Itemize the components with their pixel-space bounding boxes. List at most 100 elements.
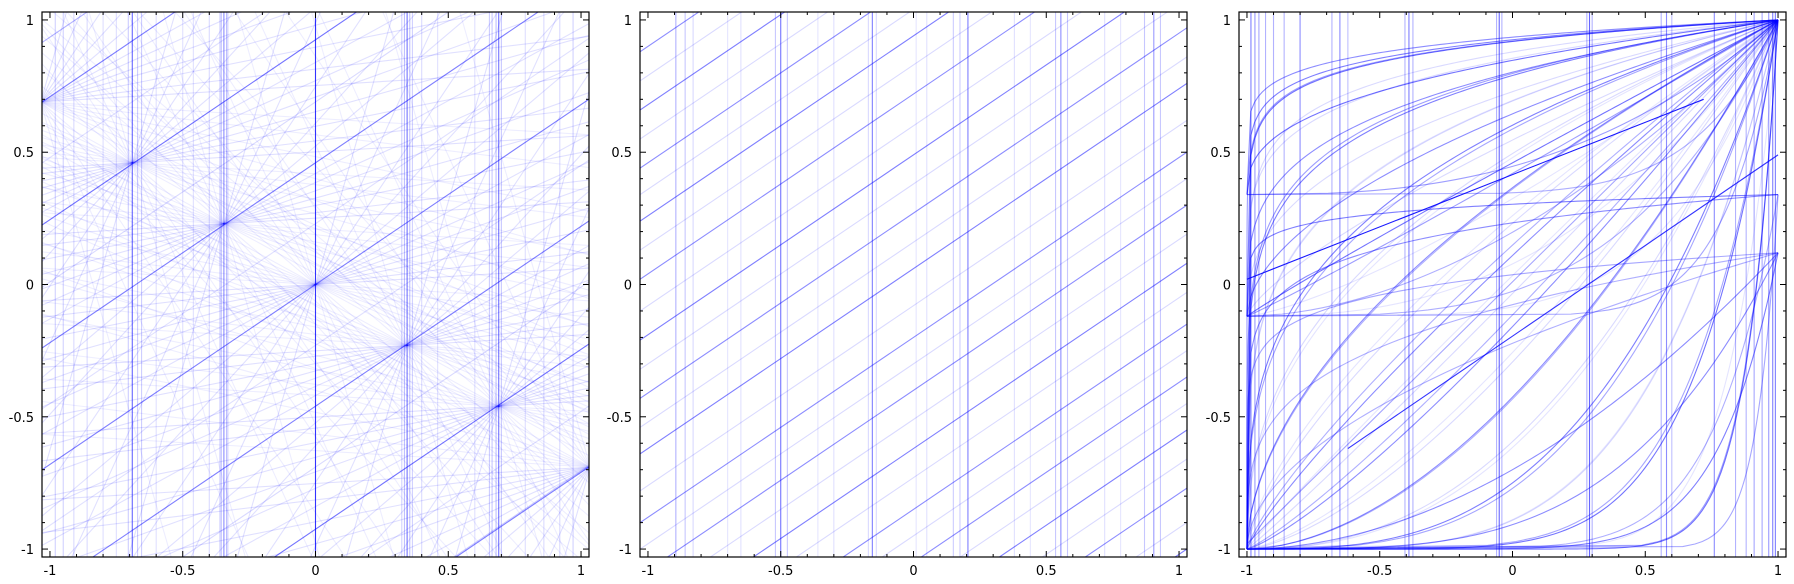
slanted-line [959,402,1187,557]
slanted-line [42,12,176,103]
fan-line [66,12,565,557]
curve-line [1246,19,1779,317]
slanted-line [1041,458,1187,557]
panel-1-marks [42,12,589,557]
fan-line [42,18,589,484]
fan-line [42,134,589,435]
slanted-line [453,465,589,557]
slanted-line [640,12,872,169]
curve-line [1246,19,1779,317]
fan-line [254,12,505,557]
fan-line [319,329,589,557]
slanted-line [640,178,1187,550]
curve-line [1246,19,1779,550]
fan-line [42,380,589,535]
panel-2-y-tick-label: 1 [624,14,632,29]
slanted-line [920,376,1187,557]
panel-2-x-tick-label: 1 [1175,564,1183,579]
panel-2-y-tick-label: -0.5 [607,411,632,426]
fan-line [42,134,589,169]
curve-line [1246,19,1779,550]
slanted-line [881,350,1187,557]
curve-line [1246,19,1779,317]
fan-line [42,121,589,369]
diagonal-line [1347,154,1779,449]
panel-3-marks [1246,12,1779,557]
fan-line [42,378,589,413]
curve-line [1246,19,1779,317]
fan-line [42,308,589,419]
panel-3-y-tick-label: 0.5 [1210,146,1231,161]
fan-line [42,52,589,517]
fan-line [388,467,589,557]
fan-line [42,157,589,356]
fan-line [42,104,249,557]
fan-line [42,23,529,557]
panel-3-x-tick-label: -1 [1240,564,1253,579]
curve-line [1246,19,1779,195]
fan-line [162,12,321,557]
slanted-line [640,82,1187,455]
curve-line [1246,19,1779,550]
curve-line [1246,19,1779,317]
curve-line [1246,19,1779,550]
fan-line [42,102,589,403]
curve-line [1246,19,1779,317]
fan-line [42,103,457,557]
fan-line [42,35,589,103]
panel-3-y-tick-label: -0.5 [1206,411,1231,426]
curve-line [1246,19,1779,317]
fan-line [81,12,448,557]
fan-line [42,12,366,103]
fan-line [42,394,589,462]
curve-line [1246,19,1779,550]
fan-line [156,190,589,557]
fan-line [42,207,589,362]
panel-1-x-tick-label: -0.5 [170,564,195,579]
panel-3-x-tick-label: 1 [1774,564,1782,579]
slanted-line [640,151,1187,524]
fan-line [42,141,589,388]
fan-line [42,245,589,546]
fan-line [42,351,589,418]
curve-line [1246,19,1779,550]
curve-line [1246,19,1779,196]
curve-line [1246,252,1779,550]
fan-line [138,12,589,506]
curve-line [1246,19,1779,550]
fan-line [42,314,589,425]
slanted-line [455,466,589,557]
fan-line [42,207,589,362]
fan-line [337,467,589,557]
panel-1-x-tick-label: -1 [43,564,56,579]
slanted-line [666,204,1187,557]
fan-line [459,12,589,463]
fan-line [213,145,589,557]
slanted-line [752,262,1187,557]
fan-line [42,400,589,468]
panel-2: -1 -0.5 0 0.5 1 -1 -0.5 0 0.5 1 [607,11,1188,579]
slanted-line [42,12,358,226]
fan-line [264,73,589,557]
fan-line [42,101,589,136]
fan-line [42,267,589,302]
fan-line [42,134,589,435]
panel-3-ticks [1239,12,1786,557]
fan-line [425,467,589,557]
fan-line [42,161,589,408]
fan-line [132,12,499,557]
fan-line [42,251,589,318]
panel-3-y-tick-label: 1 [1223,14,1231,29]
curve-line [1246,19,1779,550]
fan-line [42,433,589,468]
fan-line [345,12,504,557]
fan-line [102,12,589,546]
fan-line [42,12,418,424]
slanted-line [998,429,1187,557]
fan-line [236,12,395,557]
slanted-line [640,119,1187,492]
panel-2-y-tick-label: -1 [619,543,632,558]
fan-line [236,12,395,557]
slanted-line [709,233,1187,557]
fan-line [42,313,589,468]
